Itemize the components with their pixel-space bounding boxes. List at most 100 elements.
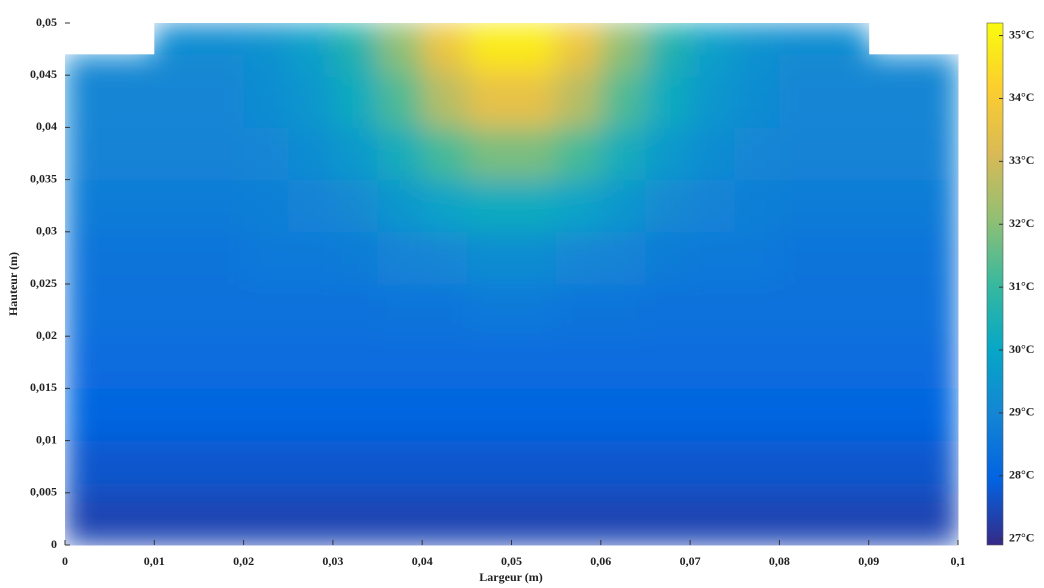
cell [913,336,959,389]
y-tick-label: 0,01 [36,432,57,446]
cell [377,54,423,76]
y-tick-label: 0,005 [30,485,57,499]
cell [422,440,468,494]
y-axis-label: Hauteur (m) [6,252,20,316]
colorbar-tick-label: 29°C [1009,405,1034,419]
cell [198,440,245,494]
y-tick-label: 0,02 [36,328,57,342]
cell [868,336,914,389]
y-tick-label: 0,03 [36,224,57,238]
cell [109,179,155,233]
cell [198,336,245,389]
cell [466,388,512,442]
colorbar-tick-label: 28°C [1009,468,1034,482]
cell [734,336,780,389]
cell [913,388,959,442]
cell [422,492,468,546]
cell [645,127,691,181]
cell [868,231,914,285]
cell [600,179,646,233]
cell [65,75,111,128]
cell [65,54,111,76]
x-tick-label: 0,05 [501,554,522,568]
cell [332,492,379,546]
x-tick-label: 0,03 [322,554,343,568]
cell [332,284,379,337]
cell [645,492,691,546]
x-tick-label: 0,07 [680,554,701,568]
cell [511,231,557,285]
cell [332,23,379,55]
x-tick-label: 0,01 [144,554,165,568]
cell [645,54,691,76]
cell [243,388,289,442]
cell [65,492,111,546]
cell [377,179,423,233]
cell [556,75,602,128]
cell [154,179,200,233]
cell [511,127,557,181]
cell [600,23,646,55]
cell [198,127,245,181]
cell [466,54,512,76]
cell [243,179,289,233]
cell [600,388,646,442]
cell [65,336,111,389]
x-tick-label: 0,08 [769,554,790,568]
cell [690,127,736,181]
cell [600,284,646,337]
cell [600,54,646,76]
cell [734,284,780,337]
cell [466,179,512,233]
cell [734,179,780,233]
cell [690,75,736,128]
cell [243,127,289,181]
cell [198,54,245,76]
cell [779,23,825,55]
cell [154,75,200,128]
cell [109,440,155,494]
cell [511,284,557,337]
cell [645,440,691,494]
cell [288,23,334,55]
cell [422,388,468,442]
cell [288,492,334,546]
cell [109,231,155,285]
cell [556,23,602,55]
cell [288,231,334,285]
cell [734,388,780,442]
cell [913,284,959,337]
cell [422,75,468,128]
cell [422,231,468,285]
cell [600,75,646,128]
cells [65,23,959,546]
cell [600,231,646,285]
cell [198,284,245,337]
cell [690,388,736,442]
cell [734,23,780,55]
x-tick-label: 0,09 [858,554,879,568]
cell [332,75,379,128]
cell [556,179,602,233]
cell [466,284,512,337]
cell [511,23,557,55]
x-axis-label: Largeur (m) [479,570,542,584]
cell [556,231,602,285]
cell [377,336,423,389]
cell [779,54,825,76]
cell [913,440,959,494]
cell [868,127,914,181]
cell [65,284,111,337]
cell [690,336,736,389]
cell [466,440,512,494]
cell [65,440,111,494]
cell [824,440,870,494]
cell [288,388,334,442]
cell [913,179,959,233]
cell [198,388,245,442]
cell [824,284,870,337]
cell [109,492,155,546]
cell [824,492,870,546]
cell [824,231,870,285]
cell [734,54,780,76]
